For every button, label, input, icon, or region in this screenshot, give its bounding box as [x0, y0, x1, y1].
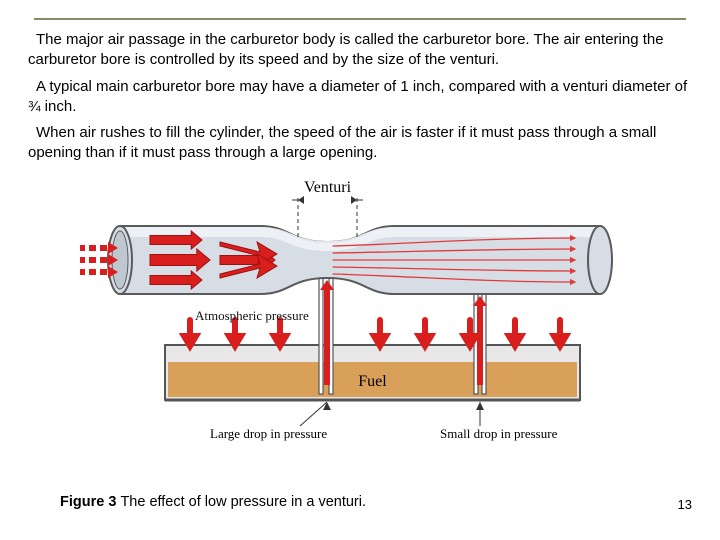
svg-text:Venturi: Venturi — [304, 179, 352, 196]
svg-text:Fuel: Fuel — [358, 373, 387, 390]
svg-text:Small drop in pressure: Small drop in pressure — [440, 426, 558, 441]
venturi-figure: Venturi Fuel Atmospheric pressure Large dro… — [80, 170, 640, 450]
page-number: 13 — [678, 497, 692, 512]
para-1: The major air passage in the carburetor … — [28, 30, 692, 71]
para-3: When air rushes to fill the cylinder, th… — [28, 123, 692, 164]
svg-text:Large drop in pressure: Large drop in pressure — [210, 426, 327, 441]
body-text: The major air passage in the carburetor … — [28, 30, 692, 164]
caption-rest: The effect of low pressure in a venturi. — [120, 494, 366, 510]
figure-caption: Figure 3 The effect of low pressure in a… — [60, 494, 366, 510]
caption-bold: Figure 3 — [60, 494, 120, 510]
para-2: A typical main carburetor bore may have … — [28, 77, 692, 118]
svg-text:Atmospheric pressure: Atmospheric pressure — [195, 308, 309, 323]
